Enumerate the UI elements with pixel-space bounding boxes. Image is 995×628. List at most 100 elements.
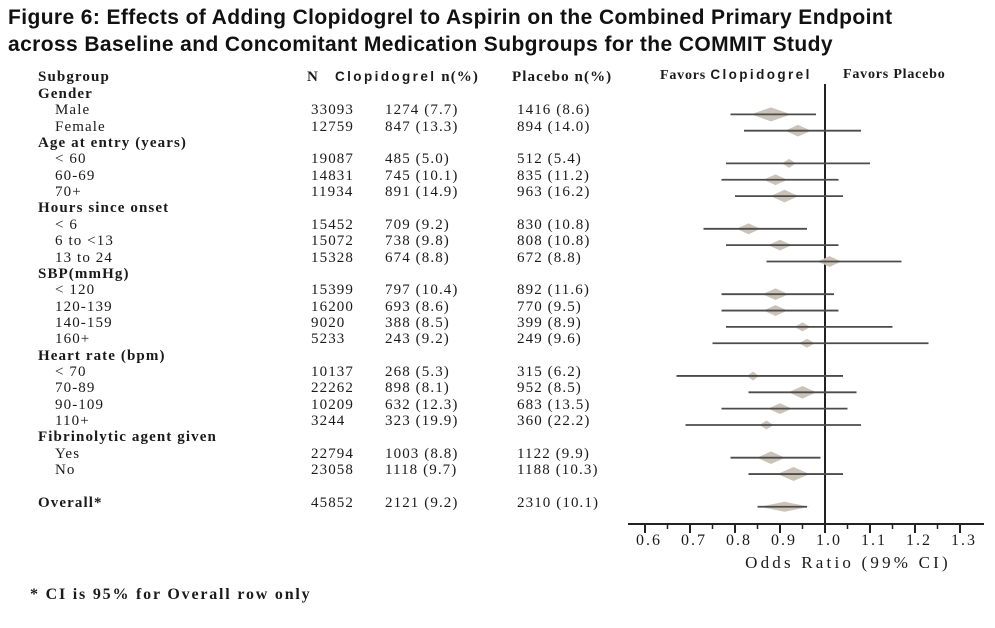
table-row: Male 33093 1274 (7.7) 1416 (8.6) [0,102,640,119]
subgroup-label: 70+ [55,184,82,201]
clopidogrel-value: 891 (14.9) [385,184,459,201]
column-header-clopidogrel-suffix: n(%) [441,69,479,85]
subgroup-label: Age at entry (years) [38,135,188,152]
n-value: 23058 [311,462,354,479]
placebo-value: 830 (10.8) [517,216,591,233]
subgroup-label: Heart rate (bpm) [38,347,166,364]
clopidogrel-value: 898 (8.1) [385,380,450,397]
table-row: Female 12759 847 (13.3) 894 (14.0) [0,119,640,136]
table-row: 13 to 24 15328 674 (8.8) 672 (8.8) [0,250,640,267]
table-row: 70+ 11934 891 (14.9) 963 (16.2) [0,184,640,201]
or-diamond [777,467,810,482]
subgroup-label: 120-139 [55,298,113,315]
subgroup-label: Female [55,118,106,135]
table-row: 70-89 22262 898 (8.1) 952 (8.5) [0,380,640,397]
table-row: < 70 10137 268 (5.3) 315 (6.2) [0,364,640,381]
x-tick-label: 0.8 [726,532,752,549]
group-header-row: Heart rate (bpm) [0,348,640,365]
favors-clopidogrel-label: Favors Clopidogrel [660,67,812,84]
placebo-value: 808 (10.8) [517,233,591,250]
table-row: 110+ 3244 323 (19.9) 360 (22.2) [0,413,640,430]
table-row: 160+ 5233 243 (9.2) 249 (9.6) [0,331,640,348]
table-row: No 23058 1118 (9.7) 1188 (10.3) [0,462,640,479]
clopidogrel-value: 2121 (9.2) [385,494,459,511]
table-row: 90-109 10209 632 (12.3) 683 (13.5) [0,397,640,414]
group-header-row: SBP(mmHg) [0,266,640,283]
or-diamond [768,239,792,251]
placebo-value: 835 (11.2) [517,167,590,184]
group-header-row: Age at entry (years) [0,135,640,152]
placebo-value: 952 (8.5) [517,380,582,397]
subgroup-label: 110+ [55,413,90,429]
figure-title-line-1: Figure 6: Effects of Adding Clopidogrel … [8,6,893,29]
table-row: 6 to <13 15072 738 (9.8) 808 (10.8) [0,233,640,250]
placebo-value: 512 (5.4) [517,151,582,168]
subgroup-label: < 70 [55,363,87,380]
x-tick-label: 1.1 [861,532,887,549]
or-diamond [817,256,842,267]
table-row: Yes 22794 1003 (8.8) 1122 (9.9) [0,446,640,463]
clopidogrel-value: 388 (8.5) [385,314,450,331]
placebo-value: 894 (14.0) [517,118,591,135]
favors-word: Favors [660,68,707,83]
or-diamond [736,223,761,235]
favors-drug-word: Clopidogrel [710,67,812,82]
or-diamond [757,451,785,464]
n-value: 10137 [311,363,354,380]
or-diamond [747,371,759,381]
placebo-value: 1122 (9.9) [517,445,590,462]
subgroup-label: < 6 [55,216,79,233]
clopidogrel-value: 243 (9.2) [385,331,450,348]
n-value: 12759 [311,118,354,135]
subgroup-label: 60-69 [55,167,96,184]
clopidogrel-value: 745 (10.1) [385,167,459,184]
overall-row: Overall* 45852 2121 (9.2) 2310 (10.1) [0,495,640,512]
subgroup-label: Overall* [38,494,103,511]
placebo-value: 1188 (10.3) [517,462,599,479]
x-tick-label: 1.0 [816,532,842,549]
column-header-placebo: Placebo n(%) [512,69,613,85]
placebo-value: 1416 (8.6) [517,102,591,119]
clopidogrel-value: 738 (9.8) [385,233,450,250]
or-diamond [768,403,792,415]
subgroup-label: 6 to <13 [55,233,114,250]
placebo-value: 963 (16.2) [517,184,591,201]
x-tick-label: 0.9 [771,532,797,549]
clopidogrel-value: 847 (13.3) [385,118,459,135]
or-diamond [762,288,789,301]
n-value: 5233 [311,331,346,348]
table-row: 140-159 9020 388 (8.5) 399 (8.9) [0,315,640,332]
placebo-value: 399 (8.9) [517,314,582,331]
subgroup-label: No [55,462,76,479]
clopidogrel-value: 632 (12.3) [385,396,459,413]
n-value: 22794 [311,445,354,462]
n-value: 11934 [311,184,354,201]
n-value: 15399 [311,282,354,299]
placebo-value: 683 (13.5) [517,396,591,413]
group-header-row: Gender [0,86,640,103]
subgroup-label: Gender [38,86,93,102]
subgroup-label: 160+ [55,331,91,348]
subgroup-label: Fibrinolytic agent given [38,429,217,446]
clopidogrel-value: 485 (5.0) [385,151,450,168]
column-header-clopidogrel: Clopidogrel n(%) [335,69,479,86]
table-row: 120-139 16200 693 (8.6) 770 (9.5) [0,299,640,316]
table-row: < 60 19087 485 (5.0) 512 (5.4) [0,151,640,168]
x-axis-label: Odds Ratio (99% CI) [745,553,951,572]
subgroup-label: 70-89 [55,380,96,397]
x-tick-label: 0.7 [681,532,707,549]
clopidogrel-value: 323 (19.9) [385,413,459,429]
clopidogrel-value: 1274 (7.7) [385,102,459,119]
group-header-row: Fibrinolytic agent given [0,429,640,446]
clopidogrel-value: 268 (5.3) [385,363,450,380]
favors-placebo-label: Favors Placebo [843,67,946,82]
subgroup-label: Hours since onset [38,200,170,217]
table-row: < 6 15452 709 (9.2) 830 (10.8) [0,217,640,234]
or-diamond [799,338,815,348]
clopidogrel-value: 674 (8.8) [385,249,450,266]
n-value: 10209 [311,396,354,413]
n-value: 3244 [311,413,346,429]
n-value: 15328 [311,249,354,266]
or-diamond [788,386,817,399]
